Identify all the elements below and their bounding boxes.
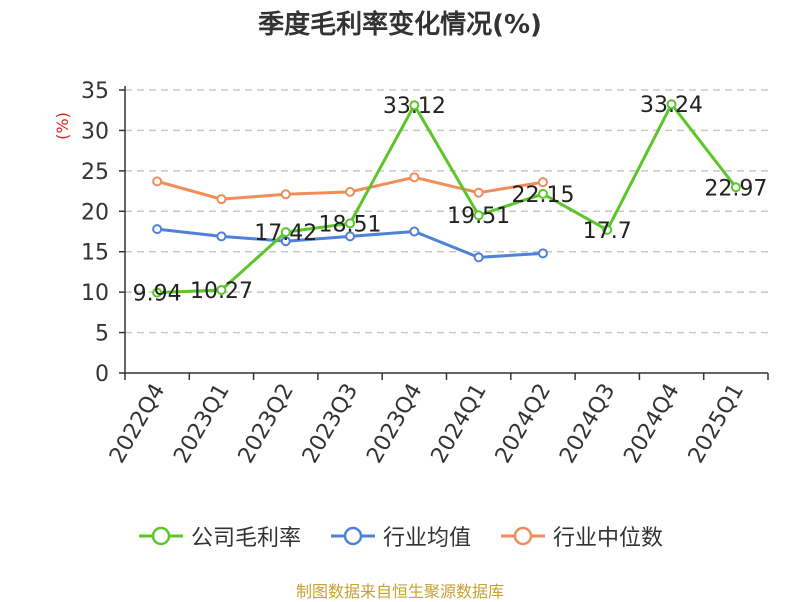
data-point bbox=[409, 226, 420, 237]
x-tick-label: 2024Q1 bbox=[427, 380, 492, 468]
x-tick-label: 2025Q1 bbox=[684, 380, 749, 468]
x-tick-label: 2024Q2 bbox=[491, 380, 556, 468]
data-point bbox=[409, 100, 420, 111]
data-point bbox=[730, 182, 741, 193]
data-point bbox=[216, 231, 227, 242]
data-point bbox=[602, 224, 613, 235]
chart-title: 季度毛利率变化情况(%) bbox=[258, 10, 542, 40]
legend-item-company[interactable]: 公司毛利率 bbox=[137, 520, 301, 552]
y-tick-label: 5 bbox=[95, 322, 109, 347]
data-point bbox=[152, 176, 163, 187]
y-axis-label: (%) bbox=[53, 112, 72, 140]
data-label: 33.12 bbox=[383, 94, 446, 119]
source-note: 制图数据来自恒生聚源数据库 bbox=[295, 582, 504, 601]
data-label: 9.94 bbox=[133, 282, 182, 307]
data-point bbox=[537, 177, 548, 188]
data-point bbox=[473, 252, 484, 263]
data-point bbox=[473, 210, 484, 221]
data-point bbox=[280, 189, 291, 200]
data-point bbox=[473, 187, 484, 198]
legend-label: 行业均值 bbox=[382, 526, 471, 551]
legend-marker-icon bbox=[501, 526, 545, 546]
data-point bbox=[345, 186, 356, 197]
data-point bbox=[280, 236, 291, 247]
y-tick-label: 30 bbox=[81, 119, 109, 144]
x-tick-label: 2024Q4 bbox=[619, 380, 684, 468]
y-tick-label: 20 bbox=[81, 200, 109, 225]
x-tick-label: 2023Q4 bbox=[362, 380, 427, 468]
chart-legend: 公司毛利率 行业均值 行业中位数 bbox=[0, 520, 800, 552]
data-point bbox=[409, 172, 420, 183]
data-label: 17.42 bbox=[254, 221, 317, 246]
x-tick-label: 2023Q1 bbox=[169, 380, 234, 468]
y-tick-label: 35 bbox=[81, 79, 109, 104]
legend-marker-icon bbox=[138, 526, 183, 546]
data-point bbox=[280, 227, 291, 238]
data-label: 22.97 bbox=[704, 176, 767, 201]
data-point bbox=[345, 218, 356, 229]
legend-marker-icon bbox=[330, 526, 375, 546]
y-tick-label: 25 bbox=[81, 160, 109, 185]
data-point bbox=[666, 99, 677, 110]
series-line bbox=[157, 102, 738, 295]
y-tick-label: 15 bbox=[81, 241, 109, 266]
legend-item-industry-median[interactable]: 行业中位数 bbox=[499, 520, 663, 552]
data-label: 33.24 bbox=[640, 93, 703, 118]
data-label: 17.7 bbox=[583, 219, 632, 244]
legend-item-industry-mean[interactable]: 行业均值 bbox=[329, 520, 471, 552]
x-tick-label: 2023Q3 bbox=[298, 380, 363, 468]
data-label: 18.51 bbox=[319, 212, 382, 237]
data-point bbox=[216, 194, 227, 205]
data-label: 10.27 bbox=[190, 279, 253, 304]
x-tick-label: 2022Q4 bbox=[105, 380, 170, 468]
legend-label: 公司毛利率 bbox=[190, 526, 301, 551]
data-point bbox=[152, 224, 163, 235]
y-tick-label: 0 bbox=[95, 362, 109, 387]
data-point bbox=[216, 284, 227, 295]
legend-label: 行业中位数 bbox=[553, 526, 664, 551]
data-point bbox=[345, 231, 356, 242]
data-label: 19.51 bbox=[447, 204, 510, 229]
x-tick-label: 2023Q2 bbox=[234, 380, 299, 468]
data-point bbox=[537, 248, 548, 259]
data-label: 22.15 bbox=[511, 183, 574, 208]
data-point bbox=[152, 287, 163, 298]
data-point bbox=[537, 188, 548, 199]
x-tick-label: 2024Q3 bbox=[555, 380, 620, 468]
y-tick-label: 10 bbox=[81, 281, 109, 306]
